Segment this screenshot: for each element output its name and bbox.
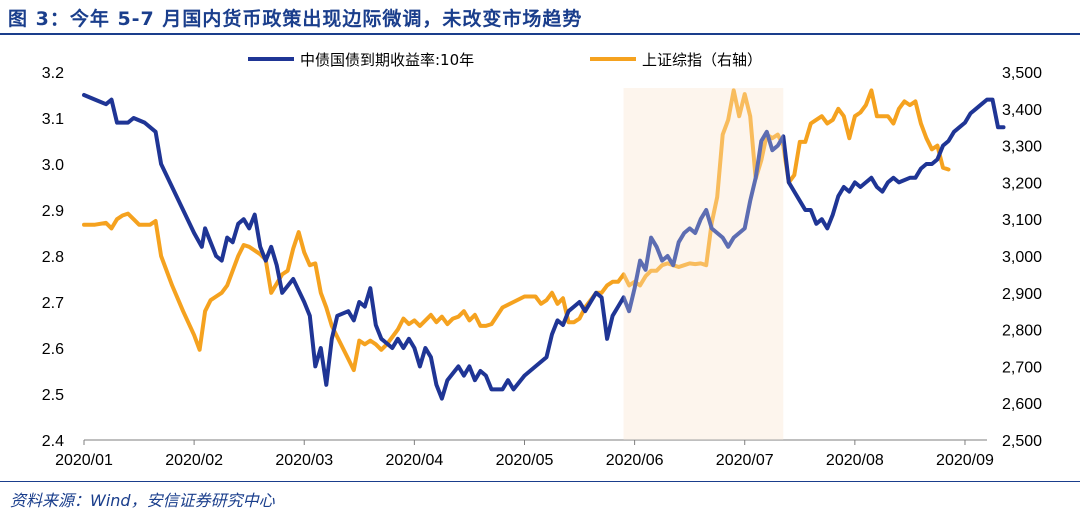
x-tick-label: 2020/04 [385, 452, 443, 469]
y-left-tick-label: 2.8 [42, 249, 64, 266]
x-tick-label: 2020/03 [275, 452, 333, 469]
y-left-tick-label: 2.7 [42, 295, 64, 312]
y-left-tick-label: 2.4 [42, 433, 64, 450]
y-left-tick-label: 2.9 [42, 203, 64, 220]
y-right-tick-label: 2,600 [1002, 396, 1042, 413]
footer-divider [0, 481, 1080, 482]
line-chart: 2020/01 2020/02 2020/03 2020/04 2020/05 2020/… [42, 51, 1042, 469]
source-note: 资料来源：Wind，安信证券研究中心 [10, 491, 275, 510]
y-left-tick-label: 3.0 [42, 157, 64, 174]
sse-index-series-line [82, 88, 951, 373]
x-tick-label: 2020/05 [496, 452, 554, 469]
y-left-tick-label: 2.6 [42, 341, 64, 358]
bond-yield-series-line [82, 93, 1006, 401]
x-tick-label: 2020/01 [55, 452, 113, 469]
y-right-tick-label: 2,700 [1002, 359, 1042, 376]
shaded-period-overlay [623, 88, 784, 440]
y-right-tick-label: 3,300 [1002, 139, 1042, 156]
y-right-tick-label: 2,900 [1002, 286, 1042, 303]
x-tick-label: 2020/07 [716, 452, 774, 469]
chart-title: 图 3：今年 5-7 月国内货币政策出现边际微调，未改变市场趋势 [8, 8, 583, 30]
legend-label-index: 上证综指（右轴） [642, 51, 762, 69]
y-right-tick-label: 3,200 [1002, 175, 1042, 192]
x-tick-label: 2020/06 [606, 452, 664, 469]
title-divider [0, 33, 1080, 35]
series-layer [82, 88, 1006, 440]
x-tick-label: 2020/09 [936, 452, 994, 469]
y-right-tick-label: 3,400 [1002, 102, 1042, 119]
y-right-tick-label: 2,800 [1002, 323, 1042, 340]
y-right-tick-label: 3,500 [1002, 65, 1042, 82]
legend: 中债国债到期收益率:10年 上证综指（右轴） [248, 51, 762, 69]
axes-layer: 2020/01 2020/02 2020/03 2020/04 2020/05 2020/… [42, 65, 1042, 469]
y-right-tick-label: 3,100 [1002, 212, 1042, 229]
y-left-tick-label: 2.5 [42, 387, 64, 404]
y-right-tick-label: 2,500 [1002, 433, 1042, 450]
x-tick-label: 2020/08 [826, 452, 884, 469]
x-tick-label: 2020/02 [165, 452, 223, 469]
y-left-tick-label: 3.2 [42, 65, 64, 82]
y-left-tick-label: 3.1 [42, 111, 64, 128]
legend-label-bond: 中债国债到期收益率:10年 [300, 51, 474, 69]
y-right-tick-label: 3,000 [1002, 249, 1042, 266]
